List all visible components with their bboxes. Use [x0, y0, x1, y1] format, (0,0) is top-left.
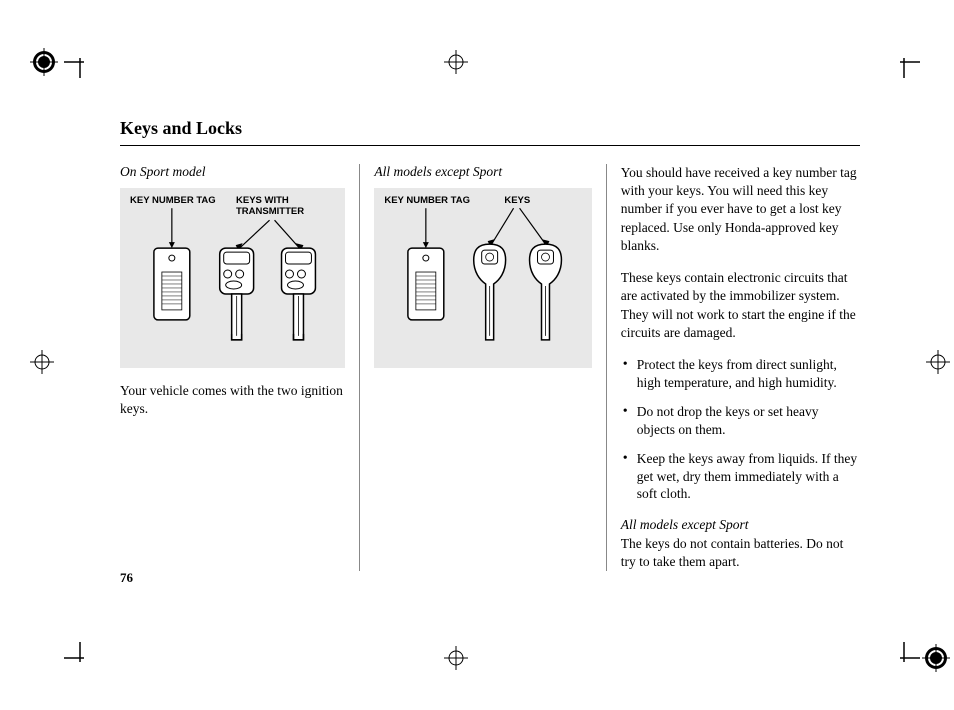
crop-mark-tl — [64, 46, 96, 78]
column-2: All models except Sport KEY NUMBER TAG K… — [360, 164, 605, 571]
reg-target-tl — [30, 48, 58, 76]
reg-cross-bottom — [444, 646, 468, 670]
col1-diagram-svg — [120, 188, 345, 368]
col3-para3: The keys do not contain batteries. Do no… — [621, 535, 860, 571]
crop-mark-bl — [64, 642, 96, 674]
columns: On Sport model KEY NUMBER TAG KEYS WITH … — [120, 164, 860, 571]
crop-mark-tr — [888, 46, 920, 78]
reg-target-br — [922, 644, 950, 672]
reg-cross-right — [926, 350, 950, 374]
bullet-item: Do not drop the keys or set heavy object… — [621, 403, 860, 438]
col2-diagram: KEY NUMBER TAG KEYS — [374, 188, 591, 368]
col3-subhead2: All models except Sport — [621, 517, 860, 533]
col1-subhead: On Sport model — [120, 164, 345, 180]
col1-body: Your vehicle comes with the two ignition… — [120, 382, 345, 418]
column-1: On Sport model KEY NUMBER TAG KEYS WITH … — [120, 164, 359, 571]
col3-para1: You should have received a key number ta… — [621, 164, 860, 255]
col2-subhead: All models except Sport — [374, 164, 591, 180]
reg-cross-top — [444, 50, 468, 74]
col3-bullets: Protect the keys from direct sunlight, h… — [621, 356, 860, 503]
col3-para2: These keys contain electronic circuits t… — [621, 269, 860, 342]
col1-diagram: KEY NUMBER TAG KEYS WITH TRANSMITTER — [120, 188, 345, 368]
column-3: You should have received a key number ta… — [607, 164, 860, 571]
crop-mark-br — [888, 642, 920, 674]
content-area: Keys and Locks On Sport model KEY NUMBER… — [120, 118, 860, 571]
page-number: 76 — [120, 570, 133, 586]
page-title: Keys and Locks — [120, 118, 860, 146]
bullet-item: Protect the keys from direct sunlight, h… — [621, 356, 860, 391]
reg-cross-left — [30, 350, 54, 374]
col2-diagram-svg — [374, 188, 591, 368]
bullet-item: Keep the keys away from liquids. If they… — [621, 450, 860, 503]
